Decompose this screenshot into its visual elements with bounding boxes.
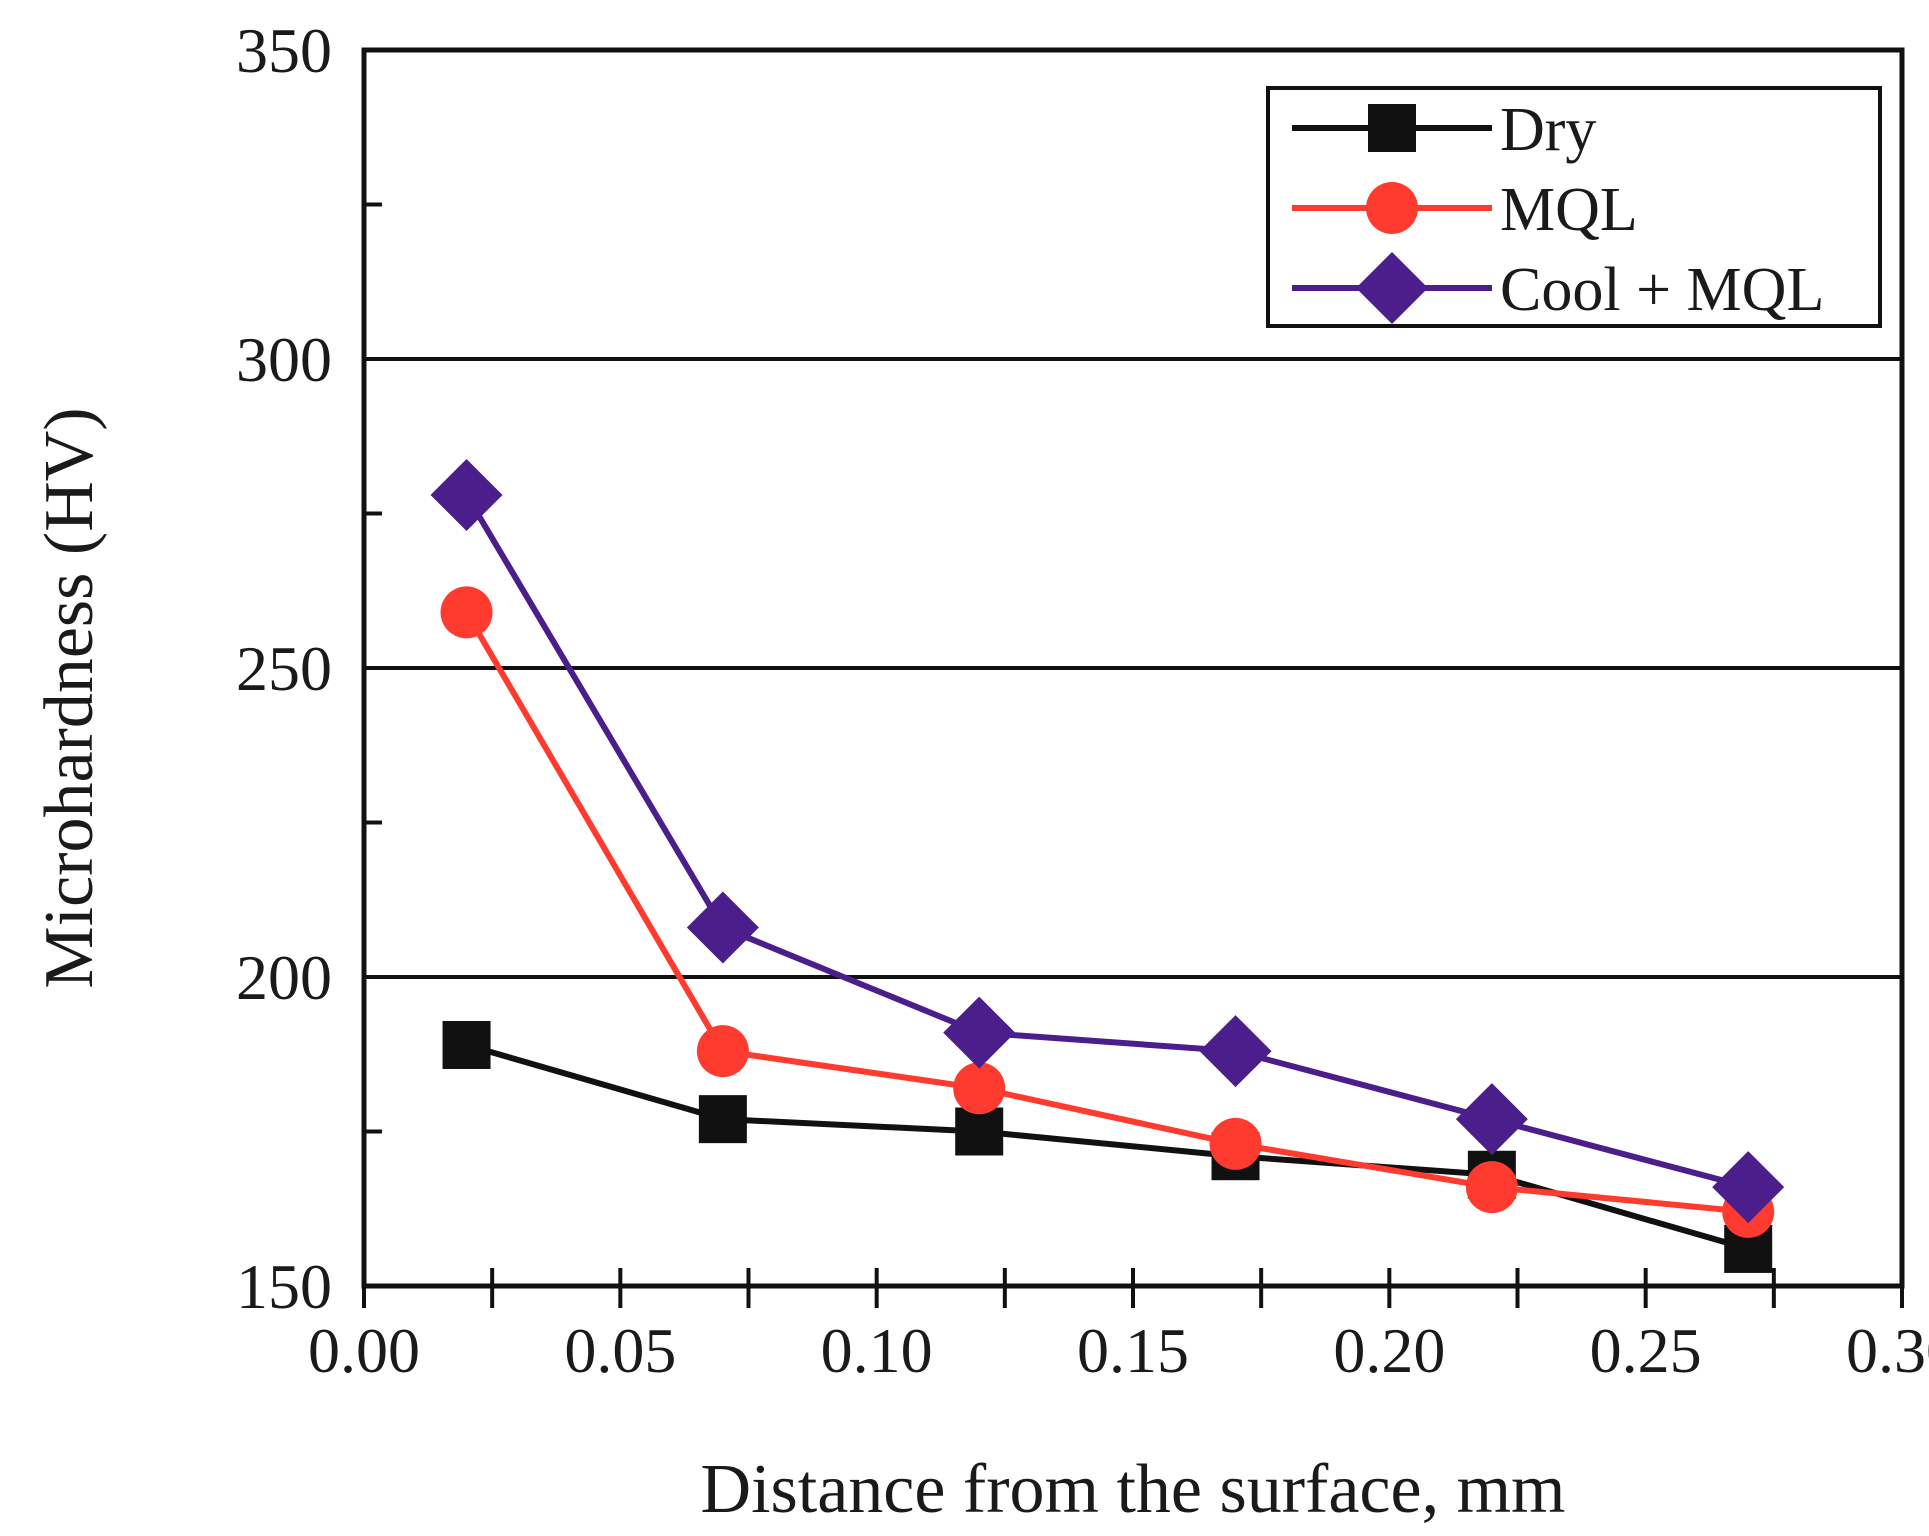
x-tick-label: 0.25	[1590, 1315, 1702, 1386]
data-point-diamond	[1712, 1151, 1785, 1224]
x-tick-label: 0.30	[1846, 1315, 1929, 1386]
legend-label: Cool + MQL	[1500, 256, 1824, 324]
data-point-square	[698, 1095, 747, 1144]
series-layer	[430, 458, 1785, 1273]
data-point-circle	[440, 586, 493, 639]
series-dry	[442, 1020, 1773, 1273]
y-tick-label: 300	[236, 324, 332, 395]
data-point-square	[955, 1107, 1004, 1156]
y-tick-label: 250	[236, 633, 332, 704]
legend-label: MQL	[1500, 176, 1638, 244]
y-axis-title: Microhardness (HV)	[31, 407, 108, 988]
gridlines	[364, 357, 1902, 979]
legend-label: Dry	[1500, 96, 1596, 164]
x-tick-label: 0.10	[821, 1315, 933, 1386]
data-point-diamond	[686, 891, 759, 964]
data-point-circle	[1465, 1161, 1518, 1214]
x-tick-label: 0.00	[308, 1315, 420, 1386]
legend-marker-diamond	[1356, 252, 1428, 324]
x-tick-label: 0.15	[1077, 1315, 1189, 1386]
legend-marker-square	[1368, 104, 1416, 152]
legend-marker-circle	[1366, 182, 1418, 234]
y-tick-label: 150	[236, 1251, 332, 1322]
y-tick-label: 200	[236, 942, 332, 1013]
series-mql	[440, 586, 1775, 1238]
data-point-diamond	[1199, 1015, 1272, 1088]
series-line	[463, 493, 1749, 1191]
y-tick-label: 350	[236, 15, 332, 86]
tick-labels: 150 200 250 300 350 0.00 0.05 0.10 0.15 0.20 0.25 0…	[236, 15, 1929, 1386]
data-point-diamond	[943, 996, 1016, 1069]
series-line	[465, 1042, 1750, 1252]
legend: Dry MQL Cool + MQL	[1266, 86, 1882, 328]
series-cool-mql	[430, 458, 1785, 1224]
data-point-diamond	[1455, 1083, 1528, 1156]
x-axis-title: Distance from the surface, mm	[701, 1451, 1566, 1528]
data-point-circle	[696, 1025, 749, 1078]
data-point-circle	[953, 1062, 1006, 1115]
ticks	[362, 48, 1904, 1308]
data-point-diamond	[430, 458, 503, 531]
data-point-circle	[1209, 1117, 1262, 1170]
x-tick-label: 0.05	[564, 1315, 676, 1386]
series-line	[463, 610, 1749, 1215]
x-tick-label: 0.20	[1333, 1315, 1445, 1386]
data-point-square	[442, 1020, 491, 1069]
